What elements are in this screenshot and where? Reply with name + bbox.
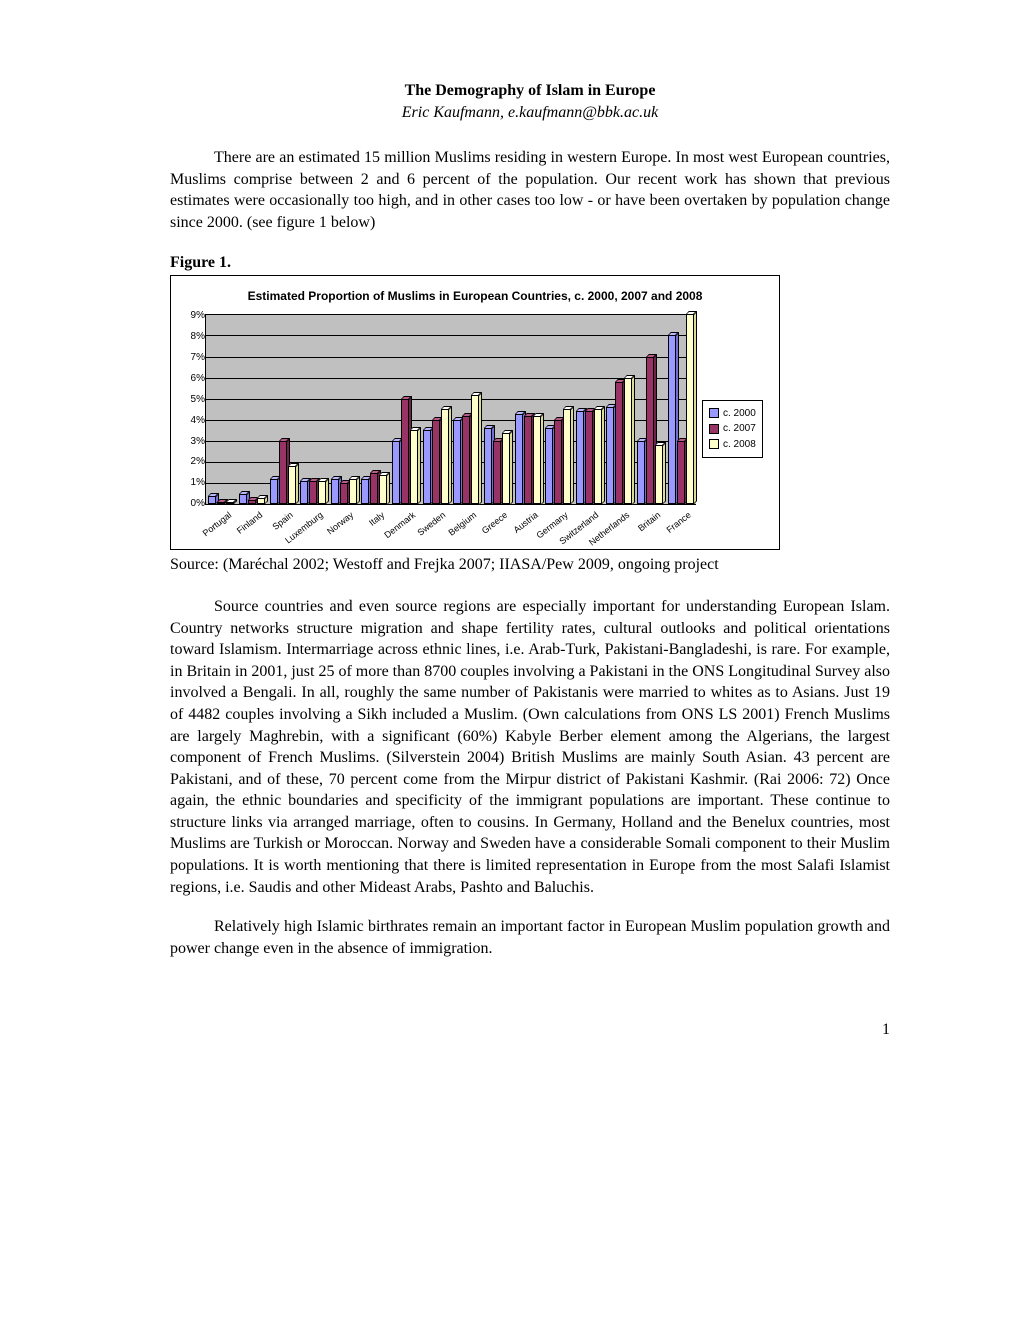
bar [624, 378, 632, 505]
legend-swatch [709, 408, 719, 418]
bar [410, 430, 418, 504]
bar-group [331, 479, 357, 504]
x-tick-label: Sweden [415, 509, 448, 539]
x-tick-label: Greece [479, 509, 510, 537]
bar [349, 479, 357, 504]
bar [270, 479, 278, 504]
bar-group [545, 409, 571, 504]
bar [257, 498, 265, 504]
bar-group [668, 314, 694, 504]
bar [554, 420, 562, 504]
bar-group [453, 395, 479, 505]
bar-group [392, 399, 418, 505]
figure-label: Figure 1. [170, 252, 890, 274]
bar [502, 433, 510, 505]
bar-group [300, 481, 326, 504]
chart-plot-area [205, 314, 696, 505]
x-tick-label: Italy [367, 509, 387, 529]
bar [370, 473, 378, 505]
bar-group [606, 378, 632, 505]
bar [462, 416, 470, 505]
chart-source: Source: (Maréchal 2002; Westoff and Frej… [170, 554, 890, 576]
bar [226, 502, 234, 504]
bar [318, 481, 326, 504]
bar-group [484, 428, 510, 504]
page-title: The Demography of Islam in Europe [170, 80, 890, 102]
bar [545, 428, 553, 504]
bar [248, 500, 256, 504]
bar-group [515, 414, 541, 505]
paragraph-2: Source countries and even source regions… [170, 596, 890, 898]
x-tick-label: Britain [635, 509, 663, 534]
bar [686, 314, 694, 504]
bar [432, 420, 440, 504]
bar-group [423, 409, 449, 504]
x-tick-label: Finland [234, 509, 265, 537]
bar [594, 409, 602, 504]
bar [217, 502, 225, 504]
x-tick-label: Norway [325, 509, 357, 537]
bar [361, 479, 369, 504]
bar [309, 481, 317, 504]
bar-group [361, 473, 387, 505]
bar [279, 441, 287, 504]
bar [563, 409, 571, 504]
x-tick-label: France [664, 509, 694, 536]
bar [524, 416, 532, 505]
bar [646, 357, 654, 505]
bar [453, 420, 461, 504]
x-tick-label: Denmark [381, 509, 417, 541]
bar [637, 441, 645, 504]
bar [677, 441, 685, 504]
bar [655, 445, 663, 504]
x-axis-labels: PortugalFinlandSpainLuxemburgNorwayItaly… [205, 507, 695, 543]
bar [208, 496, 216, 504]
bar [441, 409, 449, 504]
legend-item: c. 2008 [709, 438, 756, 452]
paragraph-1: There are an estimated 15 million Muslim… [170, 147, 890, 233]
legend-label: c. 2008 [723, 438, 756, 452]
bar [471, 395, 479, 505]
x-tick-label: Belgium [446, 509, 479, 539]
x-tick-label: Portugal [200, 509, 234, 539]
paragraph-3: Relatively high Islamic birthrates remai… [170, 916, 890, 959]
bar-group [576, 409, 602, 504]
bar [288, 466, 296, 504]
y-axis-ticks: 9%8%7%6%5%4%3%2%1%0% [177, 314, 205, 504]
bar [340, 483, 348, 504]
bar [392, 441, 400, 504]
bar [615, 382, 623, 504]
legend-label: c. 2007 [723, 422, 756, 436]
bar [533, 416, 541, 505]
bar [493, 441, 501, 504]
legend-swatch [709, 424, 719, 434]
legend-swatch [709, 439, 719, 449]
bar [585, 411, 593, 504]
page-number: 1 [170, 1019, 890, 1041]
bar [515, 414, 523, 505]
bar [300, 481, 308, 504]
bar-group [637, 357, 663, 505]
bar-group [239, 494, 265, 505]
legend-item: c. 2000 [709, 407, 756, 421]
bar [668, 335, 676, 504]
chart-legend: c. 2000c. 2007 c. 2008 [702, 400, 763, 459]
bar [379, 475, 387, 505]
figure-1-chart: Estimated Proportion of Muslims in Europ… [170, 275, 780, 550]
bar [401, 399, 409, 505]
legend-item: c. 2007 [709, 422, 756, 436]
bar [239, 494, 247, 505]
bar [606, 407, 614, 504]
bar [484, 428, 492, 504]
bar-group [208, 496, 234, 504]
bar [423, 430, 431, 504]
author-line: Eric Kaufmann, e.kaufmann@bbk.ac.uk [170, 102, 890, 124]
legend-label: c. 2000 [723, 407, 756, 421]
bar-group [270, 441, 296, 504]
bar [331, 479, 339, 504]
chart-title: Estimated Proportion of Muslims in Europ… [177, 288, 773, 304]
bar [576, 411, 584, 504]
